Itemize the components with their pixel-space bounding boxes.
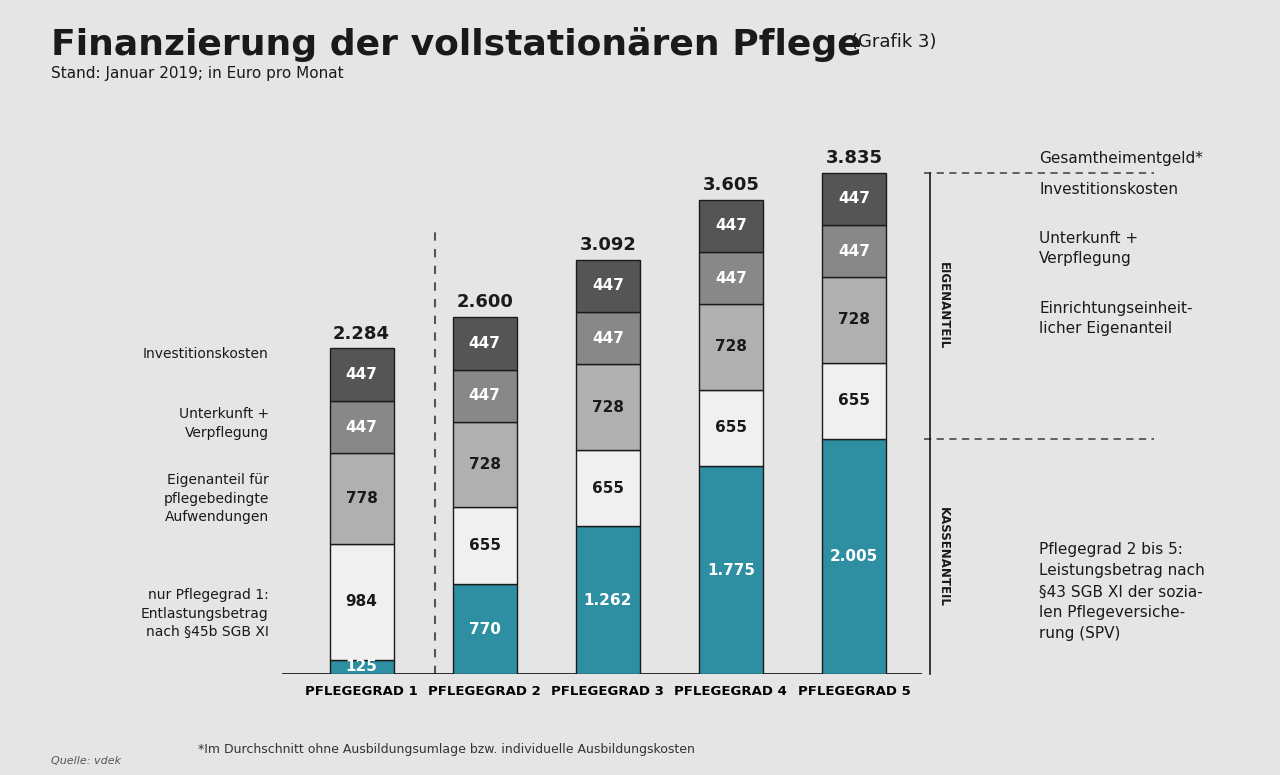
Bar [576, 526, 640, 674]
Text: 3.605: 3.605 [703, 176, 759, 194]
Bar [699, 305, 763, 390]
Bar [822, 363, 886, 439]
Bar [576, 312, 640, 364]
Bar [822, 439, 886, 674]
Text: (Grafik 3): (Grafik 3) [851, 33, 937, 50]
Text: 447: 447 [591, 278, 623, 293]
Text: Stand: Januar 2019; in Euro pro Monat: Stand: Januar 2019; in Euro pro Monat [51, 66, 344, 81]
Text: 3.835: 3.835 [826, 149, 882, 167]
Text: 447: 447 [346, 367, 378, 382]
Text: 447: 447 [468, 336, 500, 351]
Text: Eigenanteil für
pflegebedingte
Aufwendungen: Eigenanteil für pflegebedingte Aufwendun… [164, 474, 269, 524]
Bar [576, 364, 640, 450]
Bar [330, 660, 394, 674]
Text: 728: 728 [714, 339, 746, 354]
Text: 655: 655 [468, 538, 500, 553]
Bar [453, 422, 517, 508]
Bar [330, 349, 394, 401]
Text: 655: 655 [838, 394, 870, 408]
Bar [699, 199, 763, 252]
Bar [576, 449, 640, 526]
Text: 770: 770 [468, 622, 500, 636]
Bar [822, 277, 886, 363]
Text: 1.262: 1.262 [584, 593, 632, 608]
Text: 447: 447 [716, 270, 746, 286]
Text: 2.005: 2.005 [829, 549, 878, 564]
Text: Einrichtungseinheit-
licher Eigenanteil: Einrichtungseinheit- licher Eigenanteil [1039, 301, 1193, 336]
Text: 447: 447 [838, 243, 870, 259]
Text: Unterkunft +
Verpflegung: Unterkunft + Verpflegung [1039, 232, 1138, 267]
Text: 984: 984 [346, 594, 378, 609]
Text: Investitionskosten: Investitionskosten [1039, 182, 1179, 197]
Text: 447: 447 [838, 191, 870, 206]
Text: nur Pflegegrad 1:
Entlastungsbetrag
nach §45b SGB XI: nur Pflegegrad 1: Entlastungsbetrag nach… [141, 588, 269, 639]
Text: *Im Durchschnitt ohne Ausbildungsumlage bzw. individuelle Ausbildungskosten: *Im Durchschnitt ohne Ausbildungsumlage … [198, 742, 695, 756]
Text: Pflegegrad 2 bis 5:
Leistungsbetrag nach
§43 SGB XI der sozia-
len Pflegeversich: Pflegegrad 2 bis 5: Leistungsbetrag nach… [1039, 542, 1204, 642]
Text: 447: 447 [346, 419, 378, 435]
Bar [330, 544, 394, 660]
Bar [822, 225, 886, 277]
Bar [453, 370, 517, 422]
Text: 655: 655 [591, 480, 623, 495]
Bar [822, 173, 886, 225]
Text: Quelle: vdek: Quelle: vdek [51, 756, 122, 766]
Text: 728: 728 [838, 312, 870, 328]
Text: Investitionskosten: Investitionskosten [143, 347, 269, 361]
Text: 728: 728 [591, 400, 623, 415]
Text: 447: 447 [716, 219, 746, 233]
Text: Finanzierung der vollstationären Pflege: Finanzierung der vollstationären Pflege [51, 27, 861, 62]
Text: 728: 728 [468, 457, 500, 472]
Text: 2.600: 2.600 [456, 294, 513, 312]
Bar [699, 467, 763, 674]
Text: 655: 655 [714, 421, 746, 436]
Text: 1.775: 1.775 [707, 563, 755, 578]
Bar [330, 401, 394, 453]
Text: 447: 447 [591, 331, 623, 346]
Text: EIGENANTEIL: EIGENANTEIL [937, 263, 950, 350]
Bar [453, 317, 517, 370]
Text: 2.284: 2.284 [333, 325, 390, 343]
Text: 447: 447 [468, 388, 500, 403]
Text: Unterkunft +
Verpflegung: Unterkunft + Verpflegung [179, 408, 269, 439]
Bar [699, 390, 763, 467]
Text: 778: 778 [346, 491, 378, 506]
Bar [453, 508, 517, 584]
Text: 125: 125 [346, 660, 378, 674]
Bar [576, 260, 640, 312]
Text: Gesamtheimentgeld*: Gesamtheimentgeld* [1039, 151, 1203, 166]
Bar [453, 584, 517, 674]
Text: 3.092: 3.092 [580, 236, 636, 253]
Bar [330, 453, 394, 544]
Bar [699, 252, 763, 305]
Text: KASSENANTEIL: KASSENANTEIL [937, 507, 950, 607]
